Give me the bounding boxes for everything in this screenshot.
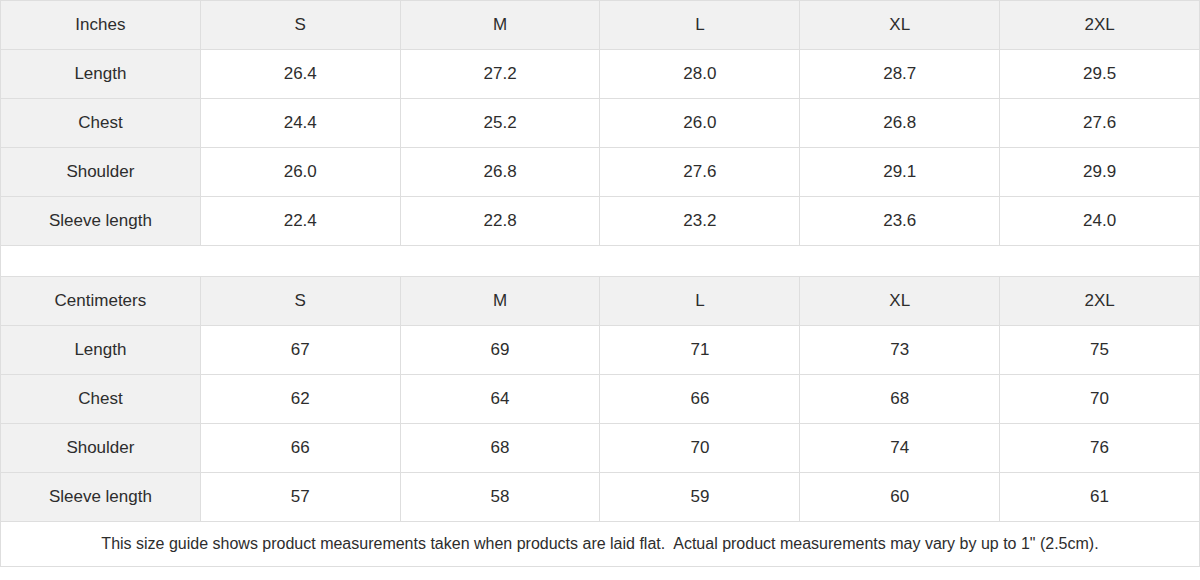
value-cell: 28.7	[800, 50, 1000, 99]
value-cell: 61	[1000, 473, 1200, 522]
spacer-cell	[1, 246, 1200, 277]
value-cell: 66	[600, 375, 800, 424]
value-cell: 59	[600, 473, 800, 522]
inches-unit-header: Inches	[1, 1, 201, 50]
size-header-2xl: 2XL	[1000, 1, 1200, 50]
centimeters-header-row: Centimeters S M L XL 2XL	[1, 277, 1200, 326]
value-cell: 26.8	[800, 99, 1000, 148]
value-cell: 26.4	[200, 50, 400, 99]
footer-note: This size guide shows product measuremen…	[1, 522, 1200, 567]
row-label-cell: Shoulder	[1, 424, 201, 473]
spacer-row	[1, 246, 1200, 277]
value-cell: 22.4	[200, 197, 400, 246]
row-label-cell: Sleeve length	[1, 473, 201, 522]
value-cell: 29.1	[800, 148, 1000, 197]
value-cell: 69	[400, 326, 600, 375]
row-label-cell: Sleeve length	[1, 197, 201, 246]
value-cell: 58	[400, 473, 600, 522]
value-cell: 27.2	[400, 50, 600, 99]
table-row-inches-chest: Chest 24.4 25.2 26.0 26.8 27.6	[1, 99, 1200, 148]
row-label-cell: Shoulder	[1, 148, 201, 197]
size-header-xl: XL	[800, 277, 1000, 326]
size-header-l: L	[600, 1, 800, 50]
value-cell: 70	[600, 424, 800, 473]
row-label-cell: Chest	[1, 375, 201, 424]
value-cell: 24.4	[200, 99, 400, 148]
size-guide-panel: Inches S M L XL 2XL Length 26.4 27.2 28.…	[0, 0, 1200, 580]
value-cell: 23.2	[600, 197, 800, 246]
value-cell: 68	[400, 424, 600, 473]
row-label-cell: Length	[1, 326, 201, 375]
value-cell: 26.8	[400, 148, 600, 197]
value-cell: 66	[200, 424, 400, 473]
value-cell: 26.0	[600, 99, 800, 148]
value-cell: 25.2	[400, 99, 600, 148]
value-cell: 68	[800, 375, 1000, 424]
table-row-inches-shoulder: Shoulder 26.0 26.8 27.6 29.1 29.9	[1, 148, 1200, 197]
value-cell: 57	[200, 473, 400, 522]
value-cell: 26.0	[200, 148, 400, 197]
size-guide-table: Inches S M L XL 2XL Length 26.4 27.2 28.…	[0, 0, 1200, 567]
value-cell: 24.0	[1000, 197, 1200, 246]
table-row-inches-length: Length 26.4 27.2 28.0 28.7 29.5	[1, 50, 1200, 99]
value-cell: 64	[400, 375, 600, 424]
inches-header-row: Inches S M L XL 2XL	[1, 1, 1200, 50]
value-cell: 23.6	[800, 197, 1000, 246]
row-label-cell: Chest	[1, 99, 201, 148]
size-header-xl: XL	[800, 1, 1000, 50]
value-cell: 22.8	[400, 197, 600, 246]
value-cell: 28.0	[600, 50, 800, 99]
footer-row: This size guide shows product measuremen…	[1, 522, 1200, 567]
table-row-cm-shoulder: Shoulder 66 68 70 74 76	[1, 424, 1200, 473]
size-header-2xl: 2XL	[1000, 277, 1200, 326]
size-header-s: S	[200, 1, 400, 50]
value-cell: 60	[800, 473, 1000, 522]
size-header-s: S	[200, 277, 400, 326]
value-cell: 29.5	[1000, 50, 1200, 99]
value-cell: 67	[200, 326, 400, 375]
value-cell: 27.6	[600, 148, 800, 197]
value-cell: 62	[200, 375, 400, 424]
value-cell: 70	[1000, 375, 1200, 424]
value-cell: 74	[800, 424, 1000, 473]
value-cell: 73	[800, 326, 1000, 375]
centimeters-unit-header: Centimeters	[1, 277, 201, 326]
table-row-cm-chest: Chest 62 64 66 68 70	[1, 375, 1200, 424]
value-cell: 76	[1000, 424, 1200, 473]
value-cell: 71	[600, 326, 800, 375]
table-row-cm-length: Length 67 69 71 73 75	[1, 326, 1200, 375]
value-cell: 29.9	[1000, 148, 1200, 197]
table-row-inches-sleeve-length: Sleeve length 22.4 22.8 23.2 23.6 24.0	[1, 197, 1200, 246]
table-row-cm-sleeve-length: Sleeve length 57 58 59 60 61	[1, 473, 1200, 522]
size-header-m: M	[400, 277, 600, 326]
value-cell: 27.6	[1000, 99, 1200, 148]
size-header-l: L	[600, 277, 800, 326]
size-header-m: M	[400, 1, 600, 50]
row-label-cell: Length	[1, 50, 201, 99]
value-cell: 75	[1000, 326, 1200, 375]
